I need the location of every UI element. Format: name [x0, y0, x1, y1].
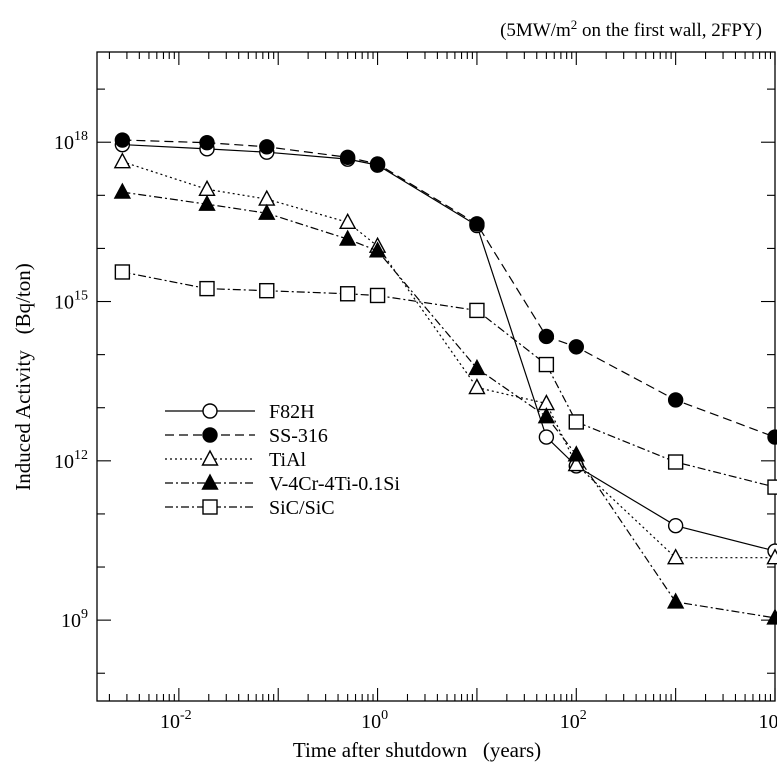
- y-tick-label: 1015: [54, 289, 88, 314]
- series-1: [114, 132, 777, 445]
- legend-item: V-4Cr-4Ti-0.1Si: [165, 473, 400, 495]
- data-point: [469, 216, 485, 232]
- data-point: [666, 548, 685, 565]
- series-3: [113, 182, 777, 625]
- data-point: [469, 302, 485, 319]
- legend-item: TiAl: [165, 449, 307, 471]
- y-tick-label: 1012: [54, 448, 88, 473]
- series-line: [122, 144, 776, 552]
- axis-tick-labels: 10-2 100 102 104 109 1012 1015 1018: [54, 129, 777, 733]
- legend-label: V-4Cr-4Ti-0.1Si: [269, 473, 400, 495]
- series-line: [122, 161, 775, 559]
- axis-ticks: [97, 52, 776, 701]
- data-point: [198, 179, 216, 196]
- x-axis-label: Time after shutdown (years): [293, 738, 541, 762]
- data-point: [667, 518, 684, 534]
- data-point: [767, 479, 777, 495]
- data-point: [369, 287, 386, 304]
- plot-frame: [96, 51, 776, 702]
- data-point: [766, 548, 777, 565]
- y-tick-label: 109: [61, 607, 88, 632]
- data-point: [338, 229, 357, 246]
- legend-marker: [202, 427, 218, 443]
- chart-subtitle: (5MW/m2 on the first wall, 2FPY): [500, 17, 762, 41]
- legend-label: SS-316: [269, 425, 328, 447]
- legend-marker: [202, 403, 218, 419]
- data-point: [258, 189, 276, 206]
- data-point: [259, 282, 275, 299]
- series-4: [114, 264, 777, 495]
- legend-item: F82H: [165, 401, 315, 423]
- legend-item: SS-316: [165, 425, 328, 447]
- data-point: [199, 134, 215, 151]
- data-point: [568, 339, 584, 355]
- data-point: [199, 280, 215, 297]
- y-axis-label: Induced Activity (Bq/ton): [11, 263, 35, 490]
- data-point: [567, 445, 585, 462]
- data-point: [113, 152, 132, 169]
- x-tick-label: 10-2: [160, 708, 192, 733]
- x-tick-label: 104: [759, 708, 777, 733]
- data-point: [767, 429, 777, 445]
- legend-marker: [202, 499, 218, 515]
- series-layer: [113, 132, 777, 625]
- data-point: [567, 455, 585, 472]
- legend-label: SiC/SiC: [269, 497, 335, 519]
- data-point: [667, 454, 684, 470]
- data-point: [667, 392, 684, 408]
- data-point: [369, 156, 386, 172]
- legend-marker: [201, 473, 219, 490]
- series-line: [122, 191, 776, 619]
- data-point: [537, 407, 556, 424]
- series-line: [122, 139, 776, 438]
- x-tick-label: 102: [560, 708, 587, 733]
- data-point: [198, 194, 216, 211]
- y-tick-label: 1018: [54, 129, 88, 154]
- x-tick-label: 100: [361, 708, 388, 733]
- data-point: [538, 429, 555, 445]
- data-point: [538, 356, 555, 373]
- data-point: [538, 328, 555, 345]
- data-point: [338, 212, 357, 230]
- data-point: [258, 203, 276, 220]
- legend-label: TiAl: [269, 449, 307, 471]
- data-point: [114, 264, 131, 280]
- data-point: [113, 182, 132, 199]
- data-point: [568, 414, 584, 430]
- data-point: [368, 241, 387, 258]
- data-point: [339, 149, 356, 165]
- data-point: [114, 132, 131, 148]
- data-point: [259, 139, 275, 155]
- data-point: [666, 592, 685, 609]
- legend-marker: [201, 449, 219, 466]
- legend-item: SiC/SiC: [165, 497, 335, 519]
- legend-label: F82H: [269, 401, 315, 423]
- series-line: [122, 271, 776, 488]
- series-0: [114, 136, 777, 559]
- data-point: [766, 608, 777, 625]
- data-point: [339, 286, 356, 302]
- data-point: [468, 358, 486, 376]
- data-point: [468, 378, 486, 395]
